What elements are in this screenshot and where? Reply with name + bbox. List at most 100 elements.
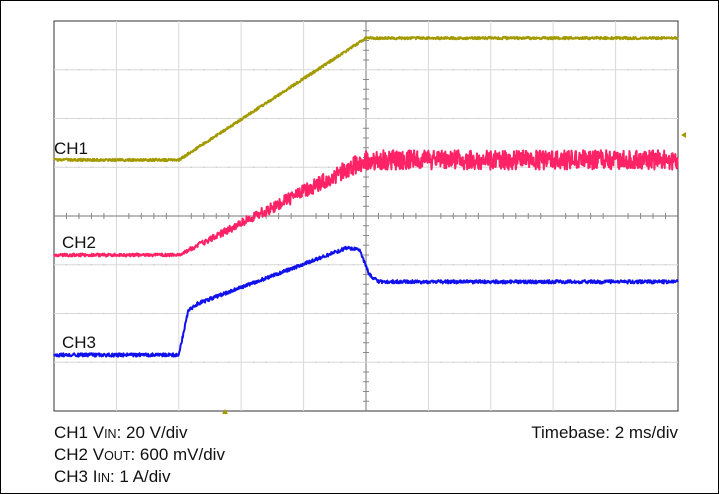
trace-label-ch3: CH3 [62,333,96,352]
grid-dot [315,264,317,266]
grid-dot [402,117,405,120]
grid-dot [527,69,529,71]
grid-dot [327,117,330,120]
grid-dot [402,361,405,363]
grid-dot [565,361,567,363]
grid-dot [78,166,80,168]
grid-dot [290,361,292,363]
grid-dot [502,312,504,315]
grid-dot [590,264,592,266]
grid-dot [452,264,454,266]
grid-dot [515,264,517,266]
grid-dot [477,69,479,71]
grid-dot [190,117,192,120]
grid-dot [215,361,217,363]
grid-dot [165,361,167,363]
grid-dot [465,312,467,315]
grid-dot [639,69,642,71]
grid-dot [215,166,217,168]
grid-dot [153,312,155,315]
grid-dot [228,361,230,363]
grid-dot [128,264,130,266]
grid-dot [103,69,105,71]
grid-dot [664,361,667,363]
grid-dot [140,361,142,363]
grid-dot [440,69,442,71]
grid-dot [352,361,355,363]
grid-dot [502,361,504,363]
grid-dot [352,117,355,120]
timebase-label: Timebase: 2 ms/div [531,423,678,442]
grid-dot [228,117,230,120]
grid-dot [415,264,417,266]
grid-dot [465,361,467,363]
grid-dot [540,117,542,120]
grid-dot [602,264,604,266]
grid-dot [253,361,255,363]
grid-dot [103,264,105,266]
grid-dot [577,69,579,71]
channel-trace-labels: CH1 CH2 CH3 [54,139,96,352]
grid-dot [377,69,380,71]
grid-dot [290,264,292,266]
grid-dot [165,312,167,315]
grid-dot [502,264,504,266]
grid-dot [203,166,205,168]
grid-dot [415,312,417,315]
grid-dot [327,312,330,315]
grid-dot [190,69,192,71]
grid-dot [652,312,654,315]
grid-dot [502,69,504,71]
grid-dot [602,69,604,71]
grid-dot [278,166,280,168]
grid-dot [215,69,217,71]
grid-dot [190,361,192,363]
grid-dot [377,117,380,120]
grid-dot [415,69,417,71]
grid-dot [440,264,442,266]
grid-dot [527,312,529,315]
channel-setting-ch1: CH1 VIN: 20 V/div [54,423,188,442]
grid-dot [153,69,155,71]
grid-dot [90,264,93,266]
grid-dot [664,264,667,266]
grid-dot [627,264,629,266]
grid-dot [577,361,579,363]
grid-dot [315,312,317,315]
grid-dot [128,361,130,363]
grid-dot [203,69,205,71]
grid-dot [253,117,255,120]
grid-dot [352,264,355,266]
grid-dot [128,312,130,315]
grid-dot [477,117,479,120]
grid-dot [602,117,604,120]
trace-ch3 [53,245,679,358]
grid-dot [90,361,93,363]
grid-dot [577,117,579,120]
grid-dot [652,361,654,363]
grid-dot [515,69,517,71]
grid-dot [639,361,642,363]
grid-dot [65,117,68,120]
grid-dot [90,69,93,71]
grid-dot [352,312,355,315]
grid-dot [103,117,105,120]
grid-dot [190,264,192,266]
grid-dot [452,69,454,71]
grid-dot [78,264,80,266]
grid-dot [402,312,405,315]
grid-dot [278,69,280,71]
grid-dot [315,166,317,168]
trace-ch1 [53,35,679,163]
grid-dot [278,117,280,120]
grid-dot [253,264,255,266]
grid-dot [203,361,205,363]
waveform-traces [53,35,679,358]
grid-dot [390,264,392,266]
grid-dot [103,361,105,363]
grid-dot [340,264,342,266]
grid-dot [190,312,192,315]
grid-dot [278,312,280,315]
grid-dot [265,312,267,315]
grid-dot [402,264,405,266]
